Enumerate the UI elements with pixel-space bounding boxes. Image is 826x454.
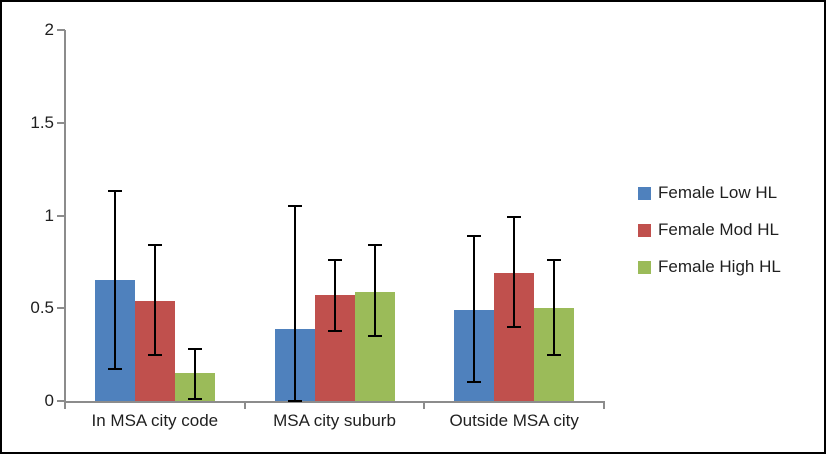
- error-bar-cap-bottom: [467, 381, 482, 384]
- legend-label: Female Mod HL: [658, 220, 779, 239]
- error-bar-cap-bottom: [147, 353, 162, 356]
- error-bar-cap-bottom: [367, 335, 382, 338]
- error-bar-line: [153, 245, 156, 355]
- y-tick-mark: [57, 214, 65, 217]
- y-tick-mark: [57, 400, 65, 402]
- error-bar-cap-bottom: [507, 325, 522, 328]
- legend-item-female-mod-hl: Female Mod HL: [638, 219, 781, 241]
- error-bar-cap-top: [327, 259, 342, 262]
- legend-swatch-icon: [638, 260, 651, 274]
- error-bar-cap-top: [107, 190, 122, 193]
- error-bar-cap-top: [467, 234, 482, 237]
- legend-label: Female High HL: [658, 257, 781, 276]
- y-tick-label: 0.5: [30, 298, 54, 318]
- y-tick-mark: [57, 29, 65, 31]
- y-tick-label: 1: [44, 205, 54, 225]
- x-tick-mark: [64, 401, 66, 409]
- y-tick-label: 1.5: [30, 112, 54, 132]
- error-bar-cap-top: [547, 259, 562, 262]
- error-bar-cap-top: [367, 244, 382, 247]
- y-tick-label: 2: [44, 20, 54, 39]
- chart-legend: Female Low HL Female Mod HL Female High …: [638, 182, 781, 293]
- error-bar-cap-top: [187, 348, 202, 351]
- x-axis-line: [64, 401, 605, 403]
- error-bar-cap-bottom: [327, 329, 342, 332]
- y-tick-mark: [57, 121, 65, 124]
- error-bar-line: [553, 260, 556, 355]
- x-category-label: MSA city suburb: [273, 411, 396, 430]
- error-bar-line: [333, 260, 336, 331]
- error-bar-cap-bottom: [287, 400, 302, 402]
- error-bar-line: [113, 191, 116, 370]
- error-bar-cap-top: [507, 216, 522, 219]
- error-bar-line: [473, 235, 476, 383]
- legend-item-female-high-hl: Female High HL: [638, 256, 781, 278]
- y-tick-mark: [57, 307, 65, 310]
- x-tick-mark: [603, 401, 605, 409]
- error-bar-cap-top: [287, 205, 302, 208]
- error-bar-cap-bottom: [187, 398, 202, 401]
- x-tick-mark: [423, 401, 426, 409]
- error-bar-cap-bottom: [107, 368, 122, 371]
- x-category-label: Outside MSA city: [449, 411, 579, 430]
- legend-label: Female Low HL: [658, 183, 778, 202]
- x-category-label: In MSA city code: [91, 411, 219, 430]
- error-bar-cap-bottom: [547, 353, 562, 356]
- legend-swatch-icon: [638, 223, 651, 237]
- error-bar-line: [513, 217, 516, 327]
- error-bar-line: [293, 206, 296, 401]
- error-bar-line: [193, 349, 196, 400]
- legend-swatch-icon: [638, 186, 651, 200]
- y-tick-label: 0: [44, 391, 54, 410]
- error-bar-cap-top: [147, 244, 162, 247]
- error-bar-line: [373, 245, 376, 337]
- y-axis-line: [64, 30, 66, 403]
- x-tick-mark: [243, 401, 246, 409]
- legend-item-female-low-hl: Female Low HL: [638, 182, 781, 204]
